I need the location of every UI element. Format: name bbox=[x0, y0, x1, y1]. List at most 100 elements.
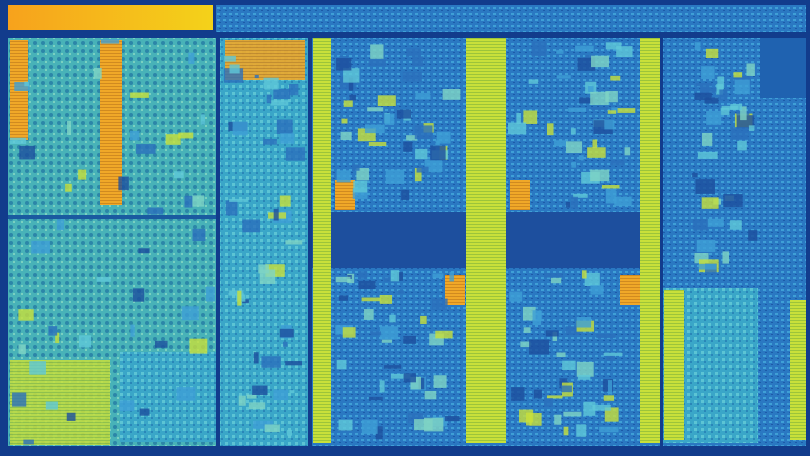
circuit-tile bbox=[10, 137, 27, 145]
circuit-tile bbox=[24, 81, 29, 87]
circuit-tile bbox=[415, 148, 428, 160]
circuit-tile bbox=[242, 219, 261, 233]
circuit-tile bbox=[402, 71, 422, 82]
circuit-tile bbox=[436, 131, 451, 144]
circuit-tile bbox=[55, 332, 60, 344]
circuit-tile bbox=[132, 288, 145, 302]
circuit-tile bbox=[288, 83, 299, 96]
circuit-tile bbox=[603, 395, 615, 401]
io-block bbox=[760, 38, 806, 98]
tile-group bbox=[10, 39, 758, 445]
circuit-tile bbox=[431, 298, 448, 310]
circuit-tile bbox=[390, 373, 411, 379]
circuit-tile bbox=[522, 306, 536, 321]
circuit-tile bbox=[93, 67, 102, 79]
circuit-tile bbox=[273, 88, 291, 100]
circuit-tile bbox=[554, 140, 568, 147]
circuit-tile bbox=[607, 380, 613, 395]
circuit-tile bbox=[520, 341, 531, 348]
circuit-tile bbox=[603, 352, 623, 356]
circuit-tile bbox=[746, 63, 755, 77]
top-bar bbox=[8, 5, 213, 30]
circuit-tile bbox=[379, 326, 398, 340]
circuit-tile bbox=[734, 79, 750, 95]
circuit-tile bbox=[389, 314, 396, 323]
circuit-tile bbox=[358, 280, 376, 290]
circuit-tile bbox=[614, 196, 632, 207]
circuit-tile bbox=[45, 401, 58, 410]
circuit-tile bbox=[343, 100, 353, 107]
circuit-tile bbox=[349, 94, 356, 101]
circuit-tile bbox=[147, 207, 164, 215]
circuit-tile bbox=[229, 64, 240, 74]
circuit-tile bbox=[178, 132, 194, 139]
circuit-tile bbox=[368, 142, 387, 147]
circuit-tile bbox=[508, 122, 527, 135]
circuit-tile bbox=[449, 271, 455, 282]
circuit-tile bbox=[261, 356, 281, 368]
circuit-tile bbox=[563, 411, 582, 417]
circuit-tile bbox=[552, 332, 558, 341]
circuit-tile bbox=[697, 151, 718, 159]
circuit-tile bbox=[410, 376, 421, 390]
circuit-tile bbox=[368, 396, 383, 400]
circuit-tile bbox=[188, 52, 195, 64]
circuit-tile bbox=[544, 398, 553, 407]
circuit-tile bbox=[225, 200, 238, 216]
circuit-tile bbox=[283, 341, 288, 347]
circuit-tile bbox=[232, 121, 248, 136]
circuit-tile bbox=[537, 310, 542, 322]
circuit-tile bbox=[224, 55, 236, 62]
circuit-tile bbox=[48, 326, 58, 336]
circuit-tile bbox=[336, 170, 351, 183]
circuit-tile bbox=[733, 72, 743, 78]
circuit-tile bbox=[511, 387, 525, 401]
circuit-tile bbox=[592, 139, 598, 148]
circuit-tile bbox=[361, 297, 381, 302]
circuit-tile bbox=[577, 374, 591, 380]
circuit-tile bbox=[258, 264, 269, 274]
circuit-tile bbox=[407, 413, 424, 424]
circuit-tile bbox=[606, 353, 616, 362]
circuit-tile bbox=[694, 42, 701, 51]
circuit-tile bbox=[546, 123, 554, 136]
circuit-tile bbox=[396, 272, 403, 281]
circuit-tile bbox=[424, 159, 443, 173]
circuit-tile bbox=[192, 195, 205, 207]
circuit-tile bbox=[340, 131, 352, 141]
circuit-tile bbox=[702, 132, 713, 146]
circuit-tile bbox=[285, 361, 302, 366]
circuit-tile bbox=[192, 228, 206, 242]
circuit-tile bbox=[435, 330, 453, 339]
circuit-tile bbox=[367, 107, 384, 112]
circuit-tile bbox=[248, 402, 266, 410]
core-block bbox=[510, 180, 530, 210]
circuit-tile bbox=[273, 389, 289, 401]
circuit-tile bbox=[705, 48, 719, 59]
circuit-tile bbox=[385, 169, 405, 184]
circuit-tile bbox=[590, 169, 610, 182]
circuit-tile bbox=[23, 439, 34, 445]
circuit-tile bbox=[263, 138, 277, 145]
circuit-tile bbox=[509, 291, 523, 302]
circuit-tile bbox=[375, 426, 383, 440]
circuit-tile bbox=[701, 87, 717, 93]
circuit-tile bbox=[420, 315, 427, 324]
circuit-tile bbox=[264, 424, 280, 433]
circuit-tile bbox=[390, 270, 400, 282]
circuit-tile bbox=[335, 276, 351, 283]
circuit-tile bbox=[412, 56, 424, 66]
circuit-tile bbox=[338, 419, 353, 431]
circuit-tile bbox=[624, 147, 631, 156]
circuit-tile bbox=[285, 147, 306, 161]
circuit-tile bbox=[189, 338, 208, 354]
circuit-tile bbox=[698, 263, 717, 270]
circuit-tile bbox=[581, 270, 587, 279]
circuit-tile bbox=[444, 415, 460, 422]
circuit-tile bbox=[566, 141, 583, 154]
circuit-tile bbox=[533, 389, 542, 399]
circuit-tile bbox=[545, 330, 559, 337]
circuit-tile bbox=[575, 45, 594, 52]
circuit-tile bbox=[577, 57, 596, 71]
